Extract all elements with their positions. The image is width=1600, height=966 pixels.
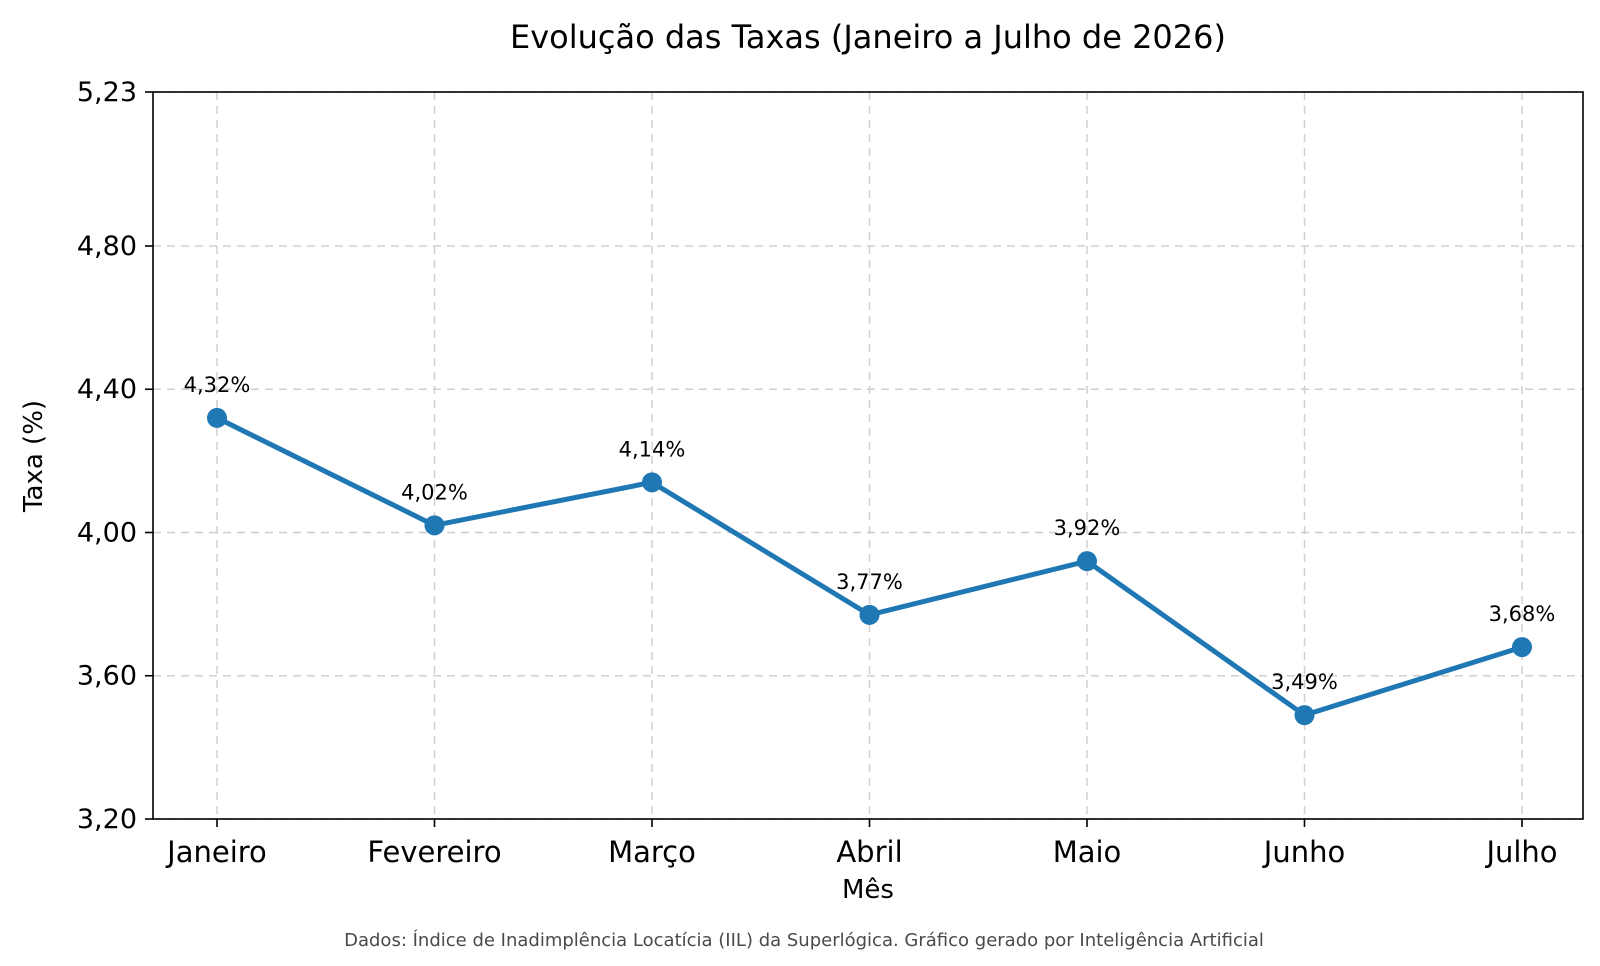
data-point — [424, 515, 445, 536]
data-label: 3,68% — [1489, 602, 1556, 626]
source-note: Dados: Índice de Inadimplência Locatícia… — [344, 929, 1264, 951]
data-label: 3,92% — [1054, 516, 1121, 540]
data-labels: 4,32% 4,02% 4,14% 3,77% 3,92% 3,49% 3,68% — [184, 373, 1556, 694]
y-tick-label: 4,80 — [77, 231, 137, 262]
data-label: 4,14% — [619, 437, 686, 461]
y-tick-label: 5,23 — [77, 77, 137, 108]
y-tick-label: 4,00 — [77, 517, 137, 548]
y-tick-label: 4,40 — [77, 374, 137, 405]
data-point — [1077, 551, 1097, 572]
data-label: 3,49% — [1271, 670, 1338, 694]
x-tick-label: Junho — [1262, 835, 1345, 869]
data-point — [642, 472, 662, 493]
data-point — [207, 407, 227, 428]
data-label: 3,77% — [836, 570, 903, 594]
grid-lines — [153, 91, 1583, 820]
y-tick-label: 3,60 — [77, 661, 137, 692]
x-tick-label: Abril — [836, 835, 902, 869]
x-tick-label: Março — [608, 835, 696, 869]
y-axis-label: Taxa (%) — [19, 400, 49, 513]
series-layer — [207, 407, 1532, 726]
data-point — [859, 604, 880, 625]
data-label: 4,32% — [184, 373, 251, 397]
data-point — [1512, 637, 1532, 658]
chart-title: Evolução das Taxas (Janeiro a Julho de 2… — [510, 18, 1226, 56]
x-tick-label: Fevereiro — [367, 835, 501, 869]
plot-frame — [152, 91, 1584, 820]
x-tick-label: Janeiro — [165, 835, 267, 869]
data-point — [1294, 705, 1315, 726]
x-axis-ticks: Janeiro Fevereiro Março Abril Maio Junho Julho — [165, 819, 1558, 869]
x-axis-label: Mês — [842, 875, 894, 905]
y-axis-ticks: 3,20 3,60 4,00 4,40 4,80 5,23 — [77, 77, 153, 835]
x-tick-label: Maio — [1053, 835, 1122, 869]
x-tick-label: Julho — [1484, 835, 1557, 869]
y-tick-label: 3,20 — [77, 804, 137, 835]
data-label: 4,02% — [401, 480, 468, 504]
